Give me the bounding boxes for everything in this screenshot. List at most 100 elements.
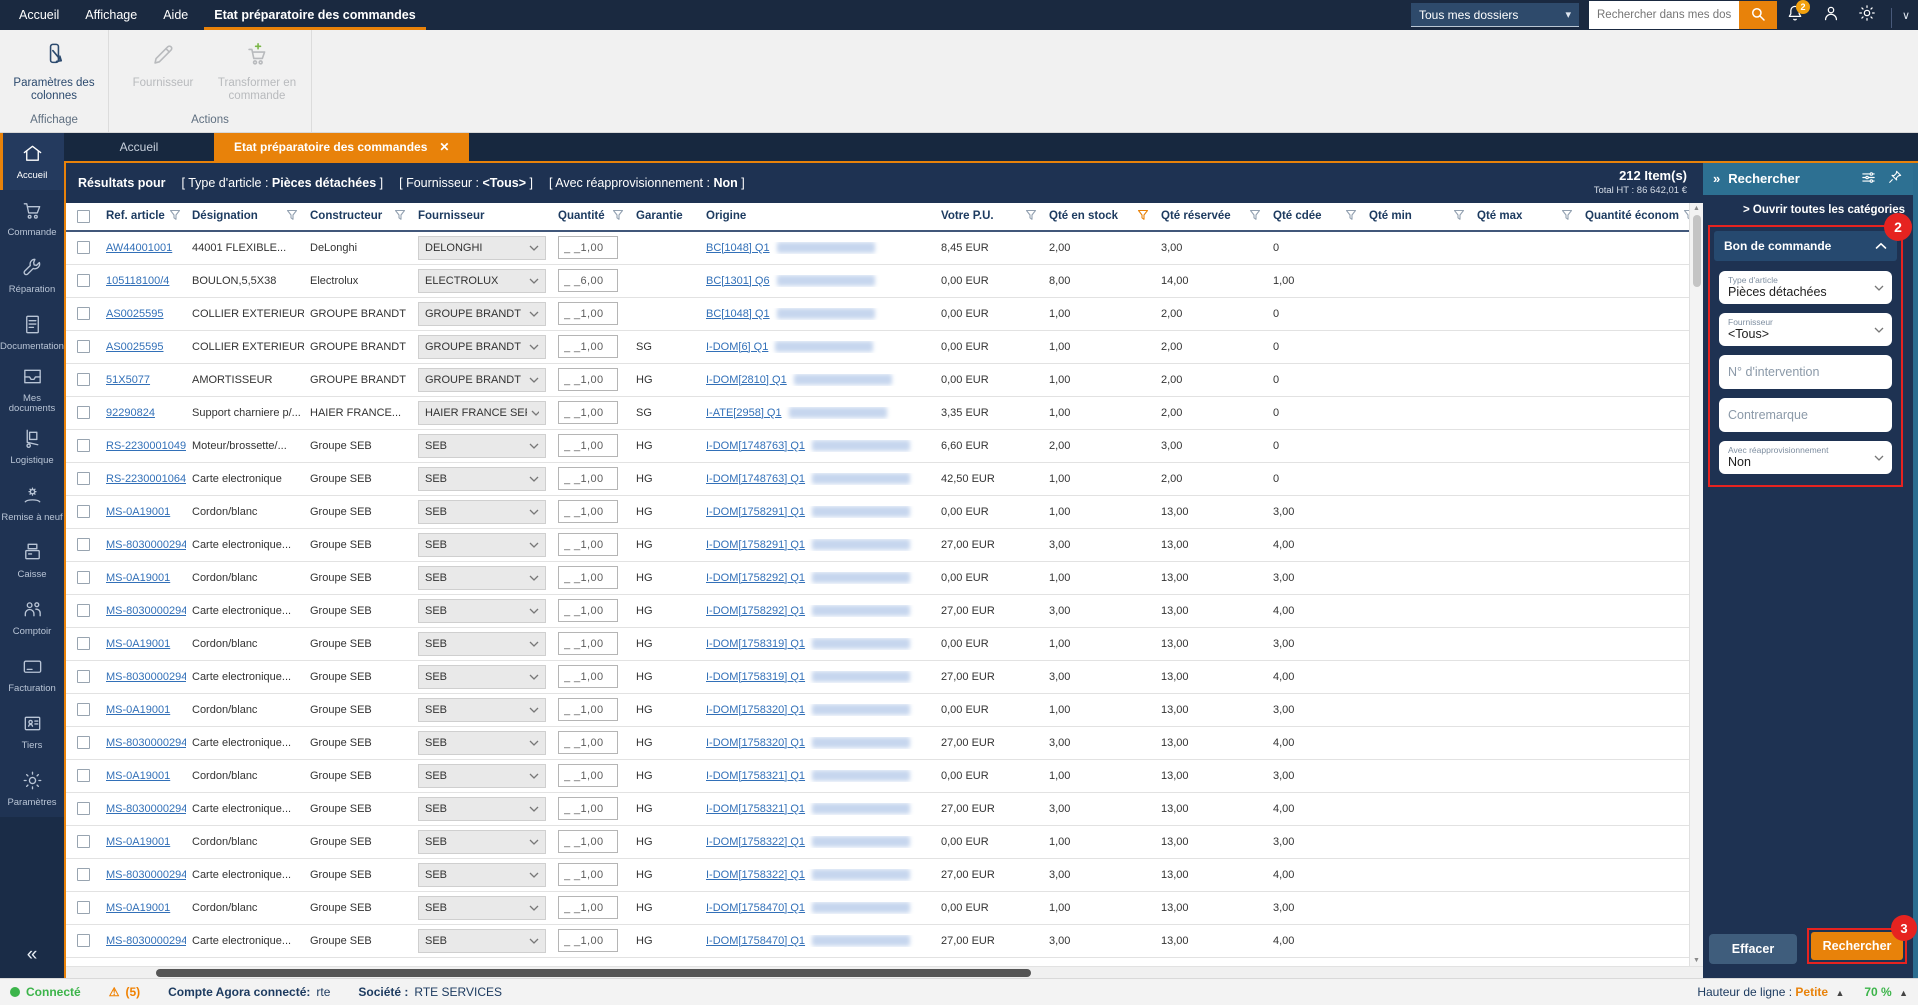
row-checkbox[interactable]	[76, 769, 90, 783]
filter-icon[interactable]	[1557, 209, 1573, 224]
ref-article-link[interactable]: MS-8030000294	[106, 736, 186, 749]
column-header-econom[interactable]: Quantité économ	[1579, 209, 1689, 224]
quantity-input[interactable]	[558, 929, 618, 953]
quantity-input[interactable]	[558, 698, 618, 722]
fournisseur-dropdown[interactable]: SEB	[418, 499, 546, 524]
ref-article-link[interactable]: MS-8030000294	[106, 538, 186, 551]
ref-article-link[interactable]: MS-8030000294	[106, 868, 186, 881]
filter-select-type-d-article[interactable]: Type d'article Pièces détachées	[1719, 270, 1892, 304]
quantity-input[interactable]	[558, 533, 618, 557]
open-all-categories[interactable]: > Ouvrir toutes les catégories	[1742, 203, 1905, 216]
origine-link[interactable]: I-ATE[2958] Q1	[706, 406, 782, 419]
origine-link[interactable]: I-DOM[1758291] Q1	[706, 538, 806, 551]
row-checkbox[interactable]	[76, 439, 90, 453]
sidebar-item-reparation[interactable]: Réparation	[0, 247, 64, 304]
origine-link[interactable]: I-DOM[1758470] Q1	[706, 901, 806, 914]
row-checkbox[interactable]	[76, 802, 90, 816]
zoom-control[interactable]: 70 % ▲	[1864, 985, 1908, 999]
fournisseur-dropdown[interactable]: SEB	[418, 829, 546, 854]
quantity-input[interactable]	[558, 401, 618, 425]
row-checkbox[interactable]	[76, 406, 90, 420]
sidebar-item-parametres[interactable]: Paramètres	[0, 760, 64, 817]
origine-link[interactable]: I-DOM[1758322] Q1	[706, 868, 806, 881]
row-checkbox[interactable]	[76, 736, 90, 750]
search-button[interactable]	[1739, 1, 1777, 29]
pin-icon[interactable]	[1887, 169, 1903, 188]
clear-button[interactable]: Effacer	[1709, 934, 1797, 964]
origine-link[interactable]: BC[1048] Q1	[706, 307, 770, 320]
search-submit-button[interactable]: Rechercher	[1811, 932, 1903, 960]
fournisseur-dropdown[interactable]: ELECTROLUX	[418, 268, 546, 293]
vertical-scrollbar[interactable]: ▲ ▼	[1689, 202, 1703, 966]
origine-link[interactable]: I-DOM[1758291] Q1	[706, 505, 806, 518]
ref-article-link[interactable]: MS-0A19001	[106, 703, 171, 716]
fournisseur-dropdown[interactable]: SEB	[418, 862, 546, 887]
row-checkbox[interactable]	[76, 571, 90, 585]
sidebar-item-commande[interactable]: Commande	[0, 190, 64, 247]
sidebar-item-caisse[interactable]: Caisse	[0, 532, 64, 589]
scroll-down-icon[interactable]: ▼	[1693, 957, 1700, 964]
row-checkbox[interactable]	[76, 241, 90, 255]
fournisseur-dropdown[interactable]: SEB	[418, 631, 546, 656]
column-header-garantie[interactable]: Garantie	[630, 210, 700, 222]
column-header-stock[interactable]: Qté en stock	[1043, 209, 1155, 224]
tab-accueil[interactable]: Accueil	[64, 133, 214, 161]
quantity-input[interactable]	[558, 335, 618, 359]
folder-filter-dropdown[interactable]: Tous mes dossiers ▾	[1411, 3, 1579, 27]
column-header-reservee[interactable]: Qté réservée	[1155, 209, 1267, 224]
origine-link[interactable]: BC[1301] Q6	[706, 274, 770, 287]
select-all-checkbox[interactable]	[76, 209, 90, 223]
ref-article-link[interactable]: MS-0A19001	[106, 637, 171, 650]
origine-link[interactable]: I-DOM[1758292] Q1	[706, 571, 806, 584]
quantity-input[interactable]	[558, 236, 618, 260]
ref-article-link[interactable]: AW44001001	[106, 241, 173, 254]
row-checkbox[interactable]	[76, 274, 90, 288]
fournisseur-dropdown[interactable]: SEB	[418, 895, 546, 920]
fournisseur-dropdown[interactable]: SEB	[418, 598, 546, 623]
ref-article-link[interactable]: MS-0A19001	[106, 769, 171, 782]
fournisseur-dropdown[interactable]: SEB	[418, 730, 546, 755]
row-checkbox[interactable]	[76, 373, 90, 387]
filter-icon[interactable]	[1341, 209, 1357, 224]
filter-settings-icon[interactable]	[1860, 169, 1877, 189]
row-checkbox[interactable]	[76, 472, 90, 486]
origine-link[interactable]: I-DOM[1758322] Q1	[706, 835, 806, 848]
origine-link[interactable]: I-DOM[1758321] Q1	[706, 802, 806, 815]
filter-icon[interactable]	[1679, 209, 1689, 224]
fournisseur-dropdown[interactable]: GROUPE BRANDT	[418, 301, 546, 326]
horizontal-scroll-thumb[interactable]	[156, 969, 1031, 977]
column-header-max[interactable]: Qté max	[1471, 209, 1579, 224]
filter-select-fournisseur[interactable]: Fournisseur <Tous>	[1719, 312, 1892, 346]
column-header-origine[interactable]: Origine	[700, 210, 935, 222]
filter-icon[interactable]	[165, 209, 181, 224]
filter-icon[interactable]	[1449, 209, 1465, 224]
column-header-constructeur[interactable]: Constructeur	[304, 209, 412, 224]
row-checkbox[interactable]	[76, 901, 90, 915]
row-checkbox[interactable]	[76, 505, 90, 519]
filter-icon[interactable]	[390, 209, 406, 224]
quantity-input[interactable]	[558, 500, 618, 524]
fournisseur-dropdown[interactable]: SEB	[418, 763, 546, 788]
fournisseur-dropdown[interactable]: SEB	[418, 697, 546, 722]
quantity-input[interactable]	[558, 665, 618, 689]
warnings-status[interactable]: ⚠ (5)	[109, 985, 140, 999]
filter-icon[interactable]	[282, 209, 298, 224]
global-search-input[interactable]	[1589, 1, 1739, 29]
filter-icon[interactable]	[1245, 209, 1261, 224]
sidebar-item-logistique[interactable]: Logistique	[0, 418, 64, 475]
sidebar-item-accueil[interactable]: Accueil	[0, 132, 64, 190]
parametres-des-colonnes-button[interactable]: Paramètres des colonnes	[8, 37, 100, 108]
ref-article-link[interactable]: AS0025595	[106, 307, 164, 320]
fournisseur-dropdown[interactable]: SEB	[418, 433, 546, 458]
menu-item-affichage[interactable]: Affichage	[85, 8, 138, 22]
ref-article-link[interactable]: RS-2230001064	[106, 472, 186, 485]
fournisseur-dropdown[interactable]: SEB	[418, 466, 546, 491]
quantity-input[interactable]	[558, 863, 618, 887]
row-checkbox[interactable]	[76, 340, 90, 354]
ref-article-link[interactable]: MS-0A19001	[106, 505, 171, 518]
user-button[interactable]	[1813, 0, 1849, 30]
quantity-input[interactable]	[558, 764, 618, 788]
quantity-input[interactable]	[558, 269, 618, 293]
tab-etat-preparatoire-des-commandes[interactable]: Etat préparatoire des commandes ✕	[214, 132, 470, 161]
ref-article-link[interactable]: 92290824	[106, 406, 155, 419]
